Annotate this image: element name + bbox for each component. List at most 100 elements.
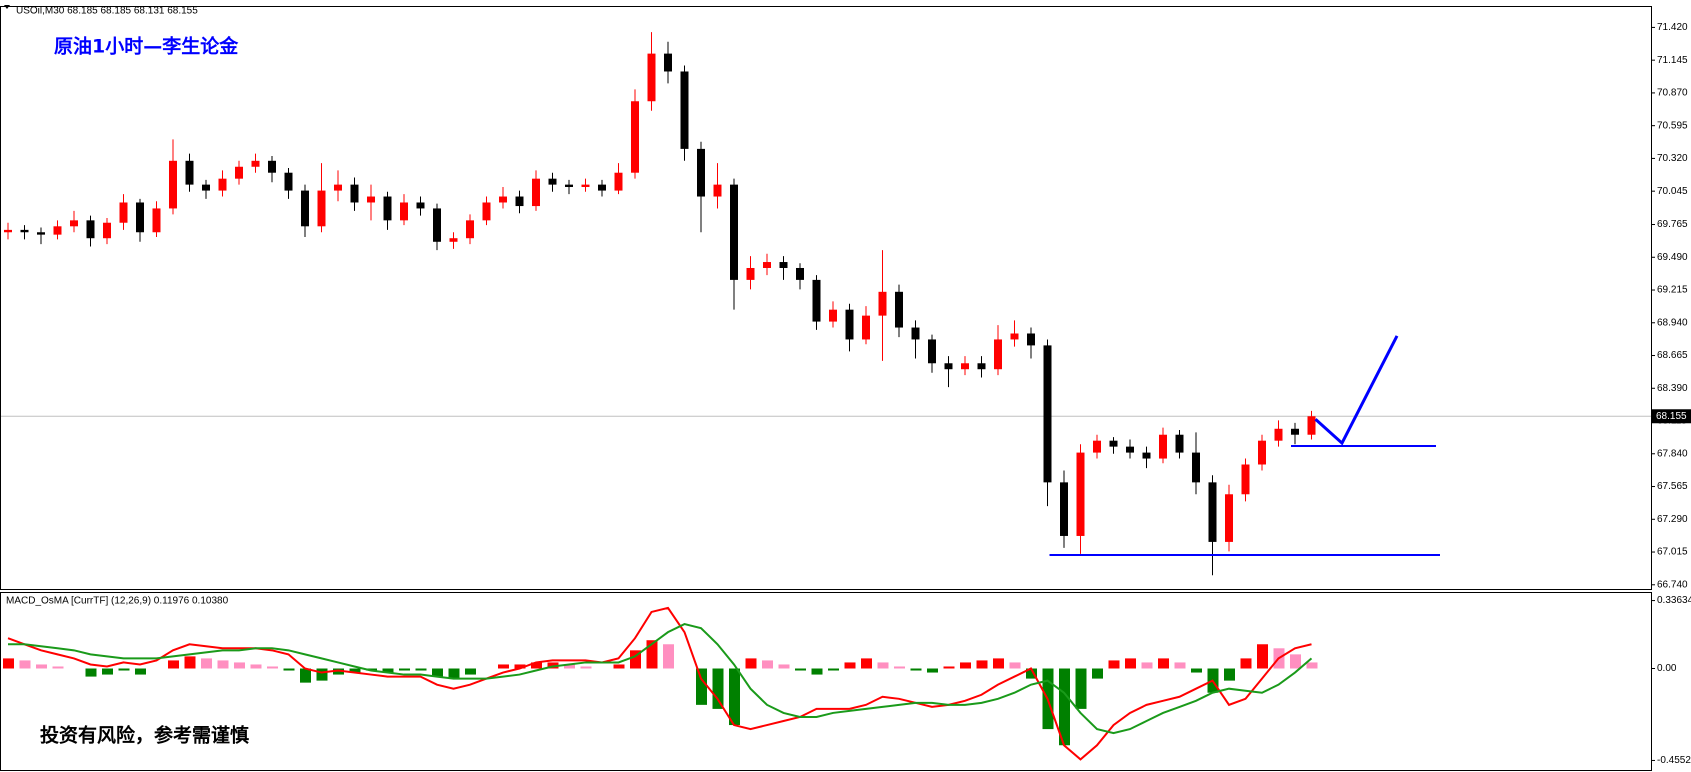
histogram-bar (184, 656, 196, 669)
histogram-bar (976, 660, 988, 669)
forecast-arrow (1314, 335, 1399, 446)
histogram-bar (118, 668, 130, 671)
candle-body (169, 160, 177, 209)
candle-body (1225, 494, 1233, 542)
histogram-bar (943, 666, 955, 669)
candle-body (1142, 452, 1151, 459)
y-tick-label: 71.145 (1657, 55, 1688, 66)
candle-body (1010, 333, 1019, 340)
y-tick-label: 67.565 (1657, 481, 1688, 492)
candle-body (878, 291, 887, 316)
histogram-bar (382, 668, 394, 673)
y-tick-label: 0.33634 (1657, 595, 1691, 606)
menu-arrow[interactable] (4, 5, 10, 9)
histogram-bar (894, 666, 905, 669)
candle-body (845, 309, 854, 340)
histogram-bar (3, 658, 14, 669)
histogram-bar (1224, 668, 1235, 681)
candle-body (20, 229, 29, 233)
candle-body (400, 202, 408, 221)
candle-body (680, 71, 689, 149)
macd-pane-frame (0, 592, 1652, 771)
histogram-bar (531, 662, 542, 669)
candle-body (482, 202, 491, 221)
histogram-bar (102, 668, 113, 675)
candle-body (1175, 434, 1184, 453)
candle-body (647, 53, 656, 102)
candle-body (218, 178, 227, 191)
candle-body (548, 178, 557, 185)
histogram-bar (1059, 668, 1070, 746)
candle-body (103, 222, 111, 239)
candle-body (235, 166, 243, 179)
histogram-bar (910, 668, 922, 671)
indicator-line (7, 606, 1312, 761)
histogram-bar (993, 658, 1004, 669)
histogram-bar (630, 650, 641, 669)
histogram-bar (366, 668, 377, 671)
candle-body (631, 101, 639, 173)
histogram-bar (217, 660, 229, 669)
histogram-bar (927, 668, 938, 673)
histogram-bar (1290, 654, 1301, 669)
histogram-bar (712, 668, 724, 709)
histogram-bar (663, 644, 674, 669)
histogram-bar (168, 660, 179, 669)
candle-body (136, 202, 144, 233)
candle-body (713, 184, 722, 197)
candle-body (119, 202, 128, 223)
histogram-bar (349, 668, 361, 673)
candle-body (697, 148, 705, 197)
candle-body (994, 339, 1002, 370)
candle-body (598, 184, 606, 191)
candle-body (251, 160, 260, 167)
candle-body (433, 208, 441, 242)
candle-body (565, 184, 573, 188)
candle-body (1093, 440, 1101, 453)
main-pane-frame (0, 6, 1652, 590)
histogram-bar (877, 662, 889, 669)
candle-body (730, 184, 738, 280)
histogram-bar (19, 660, 31, 669)
histogram-bar (234, 662, 245, 669)
histogram-bar (844, 662, 856, 669)
histogram-bar (828, 668, 839, 671)
candle-body (515, 196, 524, 207)
y-tick-label: 70.595 (1657, 120, 1688, 131)
price-label: 68.155 (1656, 411, 1687, 422)
candle-body (1274, 428, 1283, 441)
histogram-bar (1158, 658, 1169, 669)
candle-body (383, 196, 392, 221)
histogram-bar (613, 664, 625, 669)
candle-body (1126, 446, 1134, 453)
candle-body (185, 160, 194, 185)
y-tick-label: 0.00 (1657, 663, 1677, 674)
indicator-header: MACD_OsMA [CurrTF] (12,26,9) 0.11976 0.1… (6, 596, 229, 607)
histogram-bar (432, 668, 443, 677)
candle-body (1208, 482, 1217, 542)
histogram-bar (1108, 660, 1120, 669)
candle-body (1043, 345, 1052, 483)
y-tick-label: -0.45523 (1657, 755, 1691, 766)
candle-body (796, 267, 804, 280)
disclaimer: 投资有风险，参考需谨慎 (40, 724, 249, 747)
candle-body (895, 291, 903, 328)
histogram-bar (201, 658, 212, 669)
candle-body (4, 229, 12, 233)
candle-body (334, 184, 342, 191)
candle-body (977, 363, 986, 370)
histogram-bar (745, 658, 757, 669)
candle-body (268, 160, 276, 173)
candle-body (1192, 452, 1200, 483)
histogram-bar (1240, 658, 1252, 669)
candle-body (1159, 434, 1167, 459)
candle-body (763, 262, 771, 268)
y-tick-label: 69.215 (1657, 285, 1688, 296)
indicator-line (8, 623, 1313, 735)
candle-body (53, 226, 62, 235)
histogram-bar (85, 668, 97, 677)
candle-body (499, 196, 507, 203)
candle-body (449, 238, 458, 242)
candle-body (152, 208, 161, 233)
